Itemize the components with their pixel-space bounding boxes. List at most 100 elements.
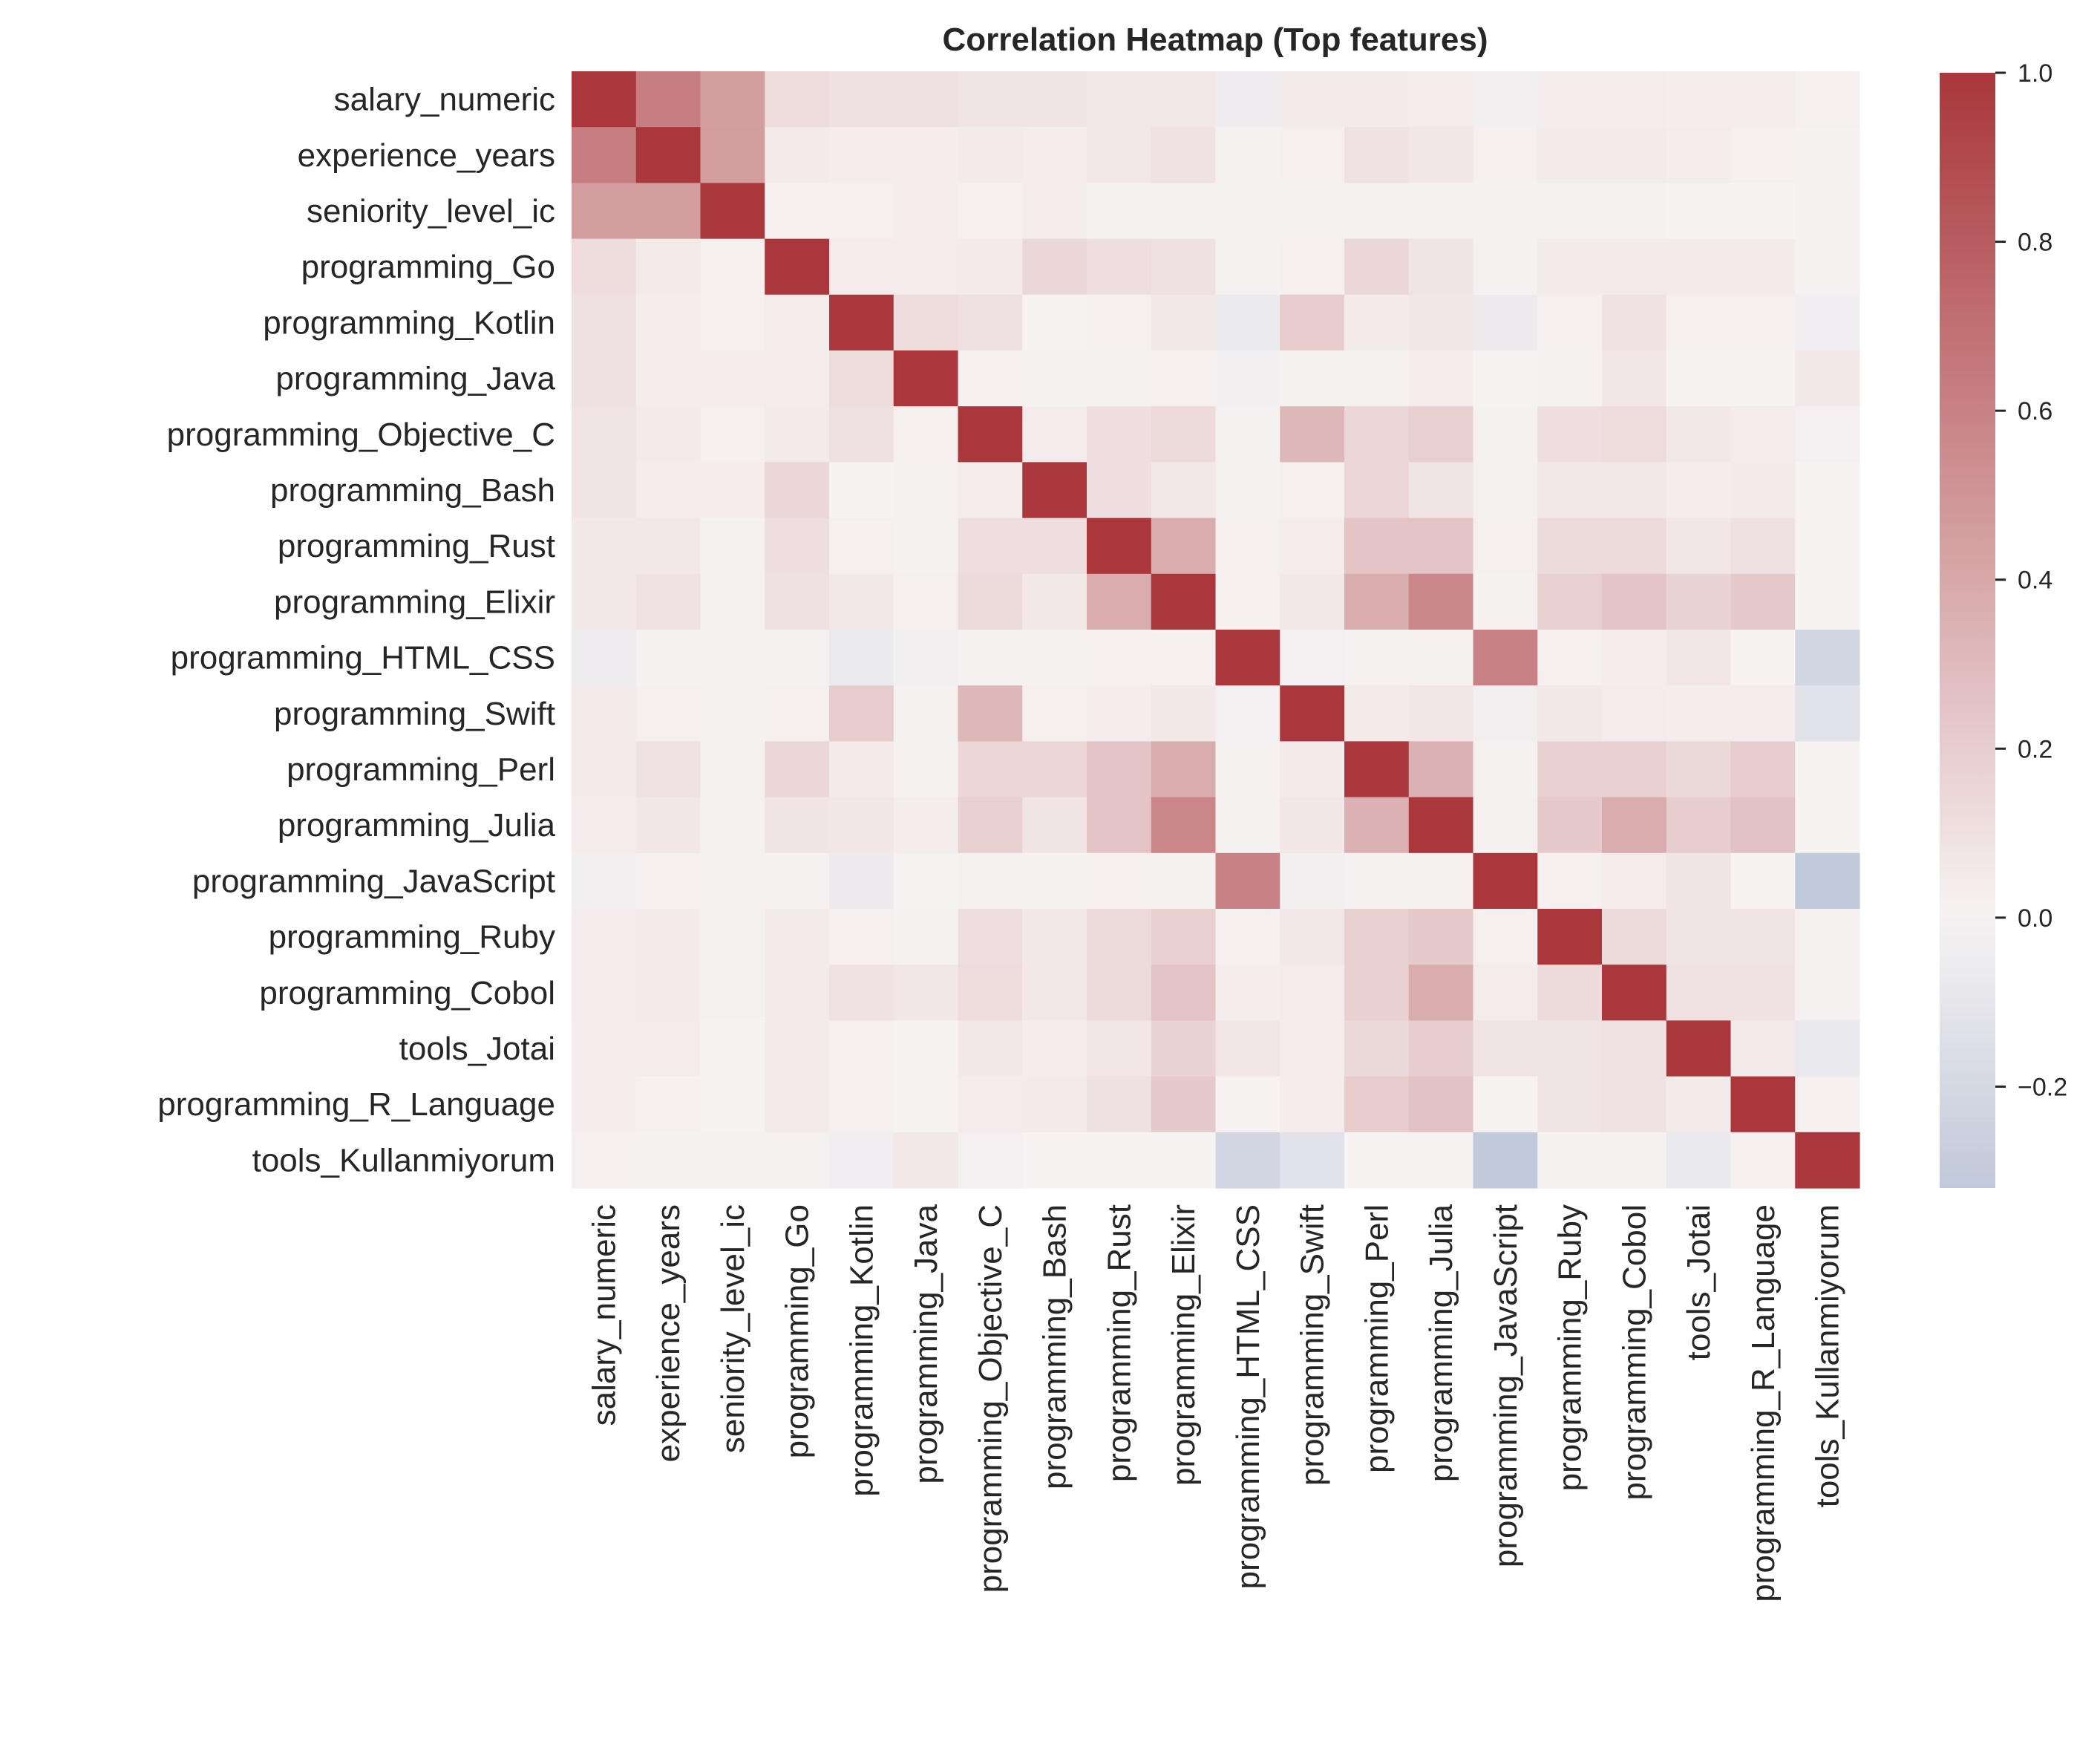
heatmap-cell [958,685,1023,742]
heatmap-cell [1087,238,1152,296]
heatmap-cell [700,741,765,798]
heatmap-cell [893,1020,959,1077]
heatmap-cell [958,573,1023,630]
heatmap-cell [572,238,637,296]
heatmap-cell [635,1020,701,1077]
heatmap-cell [700,1076,765,1133]
heatmap-cell [765,797,830,854]
heatmap-cell [1408,1132,1474,1189]
heatmap-cell [1215,909,1280,965]
heatmap-cell [700,183,765,240]
x-tick-label: programming_Go [779,1204,816,1458]
heatmap-cell [1473,573,1538,630]
heatmap-cell [700,630,765,686]
heatmap-cell [1087,741,1152,798]
heatmap-cell [1537,127,1603,183]
heatmap-cell [1280,294,1345,351]
heatmap-cell [1602,797,1667,854]
heatmap-cell [1280,462,1345,519]
heatmap-cell [1280,965,1345,1021]
heatmap-cell [1473,238,1538,296]
heatmap-cell [1087,183,1152,240]
heatmap-cell [572,406,637,463]
heatmap-cell [765,573,830,630]
y-tick-labels: salary_numeric experience_years seniority_… [157,82,555,1179]
heatmap-cell [1408,573,1474,630]
heatmap-cell [958,183,1023,240]
heatmap-cell [1408,183,1474,240]
colorbar-tick-label: 1.0 [2018,59,2052,88]
heatmap-cell [1473,294,1538,351]
heatmap-cell [958,1132,1023,1189]
heatmap-cell [1280,909,1345,965]
heatmap-cell [1666,965,1732,1021]
heatmap-cell [700,965,765,1021]
heatmap-cell [572,350,637,407]
y-tick-label: tools_Jotai [399,1031,555,1067]
heatmap-cell [1602,965,1667,1021]
heatmap-cell [1408,238,1474,296]
x-tick-label: programming_Kotlin [843,1204,880,1497]
heatmap-cell [958,406,1023,463]
colorbar-tick-label: 0.6 [2018,397,2052,425]
heatmap-cell [1087,1076,1152,1133]
heatmap-cell [1022,406,1087,463]
heatmap-cell [829,965,894,1021]
heatmap-cell [1537,238,1603,296]
heatmap-cell [893,406,959,463]
heatmap-cell [635,462,701,519]
heatmap-cell [1730,518,1796,575]
heatmap-cell [1473,630,1538,686]
heatmap-cell [1602,350,1667,407]
heatmap-cell [1151,238,1217,296]
heatmap-cell [1537,350,1603,407]
y-tick-label: programming_Java [275,361,555,397]
heatmap-cell [635,518,701,575]
heatmap-cell [700,238,765,296]
heatmap-cell [765,238,830,296]
heatmap-cell [572,294,637,351]
heatmap-cell [635,797,701,854]
x-tick-label: programming_Julia [1423,1204,1459,1482]
heatmap-cell [635,965,701,1021]
heatmap-cell [893,350,959,407]
y-tick-label: seniority_level_ic [307,193,555,229]
heatmap-cell [1215,183,1280,240]
x-tick-label: programming_HTML_CSS [1230,1204,1266,1589]
heatmap-cell [1344,71,1410,128]
heatmap-cell [572,685,637,742]
heatmap-cell [1602,909,1667,965]
heatmap-cell [1537,406,1603,463]
heatmap-cell [1537,1132,1603,1189]
heatmap-cell [1022,183,1087,240]
heatmap-cell [958,852,1023,910]
heatmap-cell [1666,71,1732,128]
x-tick-label: programming_Cobol [1616,1204,1652,1501]
heatmap-cell [700,909,765,965]
x-tick-label: programming_Java [908,1204,944,1484]
heatmap-cell [1408,1020,1474,1077]
heatmap-cell [1666,852,1732,910]
x-tick-label: programming_JavaScript [1488,1204,1524,1567]
heatmap-cell [700,685,765,742]
heatmap-cell [700,852,765,910]
heatmap-cell [1408,741,1474,798]
y-tick-label: experience_years [298,137,555,174]
heatmap-cell [1473,1076,1538,1133]
heatmap-cell [1730,294,1796,351]
heatmap-cell [572,1020,637,1077]
heatmap-cell [1344,183,1410,240]
x-tick-label: programming_R_Language [1745,1204,1782,1602]
heatmap-cell [1602,852,1667,910]
heatmap-cell [1602,127,1667,183]
heatmap-cell [1022,518,1087,575]
heatmap-cell [1408,406,1474,463]
heatmap-cell [700,1132,765,1189]
heatmap-cell [765,741,830,798]
heatmap-cell [829,71,894,128]
heatmap-cell [1280,183,1345,240]
heatmap-cell [1537,797,1603,854]
x-tick-label: seniority_level_ic [715,1204,751,1453]
heatmap-cell [765,127,830,183]
heatmap-cell [1087,294,1152,351]
